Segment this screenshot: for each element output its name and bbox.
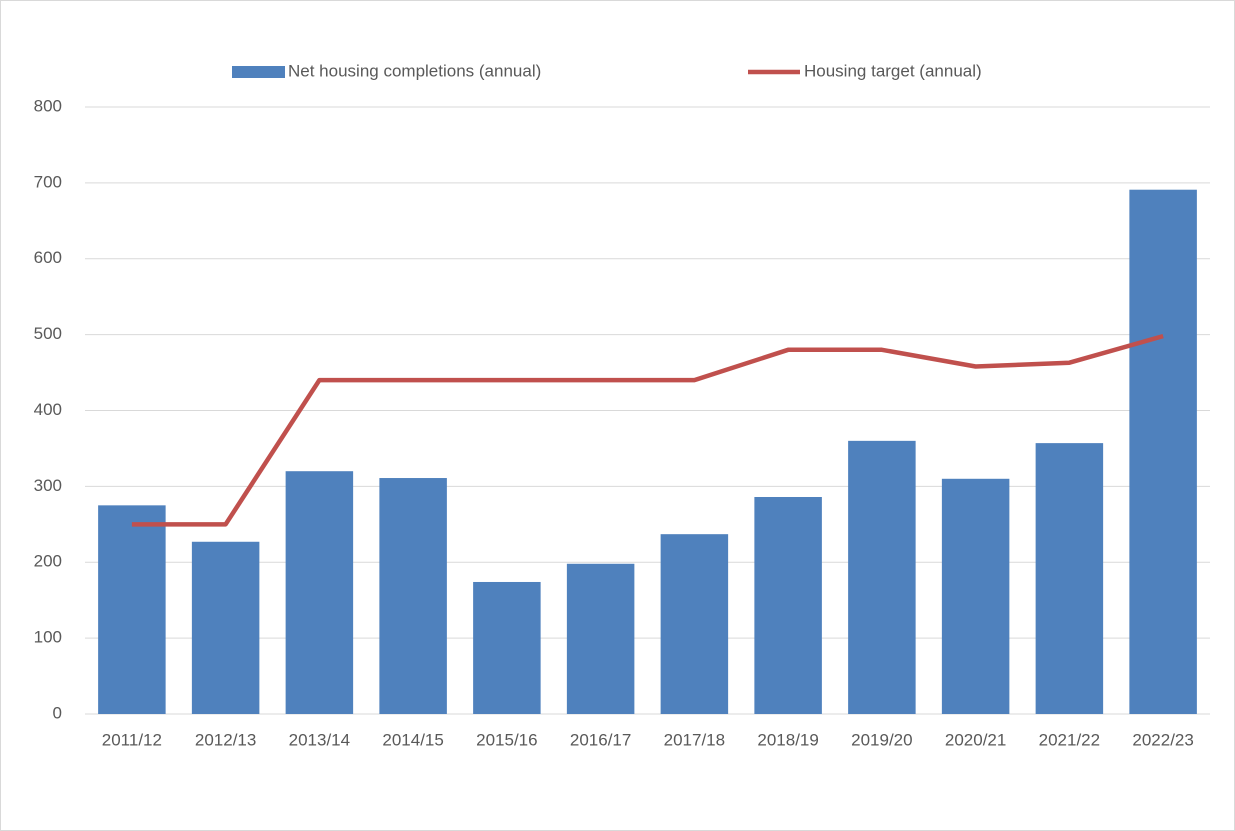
x-tick-label: 2016/17 [570, 730, 631, 749]
y-tick-label: 100 [34, 628, 62, 647]
bar [848, 440, 916, 714]
y-tick-label: 0 [53, 703, 62, 722]
y-tick-label: 700 [34, 172, 62, 191]
y-tick-label: 800 [34, 96, 62, 115]
x-tick-label: 2012/13 [195, 730, 256, 749]
y-tick-label: 300 [34, 476, 62, 495]
bar [754, 496, 822, 714]
y-tick-label: 500 [34, 324, 62, 343]
y-tick-label: 600 [34, 248, 62, 267]
legend-swatch [232, 66, 285, 78]
bar [98, 505, 166, 714]
x-tick-label: 2017/18 [664, 730, 725, 749]
x-tick-label: 2021/22 [1039, 730, 1100, 749]
y-tick-label: 400 [34, 400, 62, 419]
y-tick-label: 200 [34, 552, 62, 571]
bar [379, 478, 447, 714]
bar [1035, 443, 1104, 714]
x-tick-label: 2018/19 [757, 730, 818, 749]
bar [660, 534, 729, 714]
x-tick-label: 2014/15 [382, 730, 443, 749]
x-tick-label: 2015/16 [476, 730, 537, 749]
bar [473, 581, 541, 714]
bar [941, 478, 1010, 714]
bar [191, 541, 260, 714]
x-tick-label: 2011/12 [102, 730, 162, 749]
bar [285, 471, 354, 714]
bar [1129, 189, 1197, 715]
bar [566, 563, 635, 714]
x-tick-label: 2020/21 [945, 730, 1006, 749]
legend-label: Net housing completions (annual) [288, 61, 541, 80]
x-tick-label: 2022/23 [1132, 730, 1193, 749]
x-tick-label: 2013/14 [289, 730, 350, 749]
legend-label: Housing target (annual) [804, 61, 982, 80]
line [131, 333, 1164, 527]
x-tick-label: 2019/20 [851, 730, 912, 749]
